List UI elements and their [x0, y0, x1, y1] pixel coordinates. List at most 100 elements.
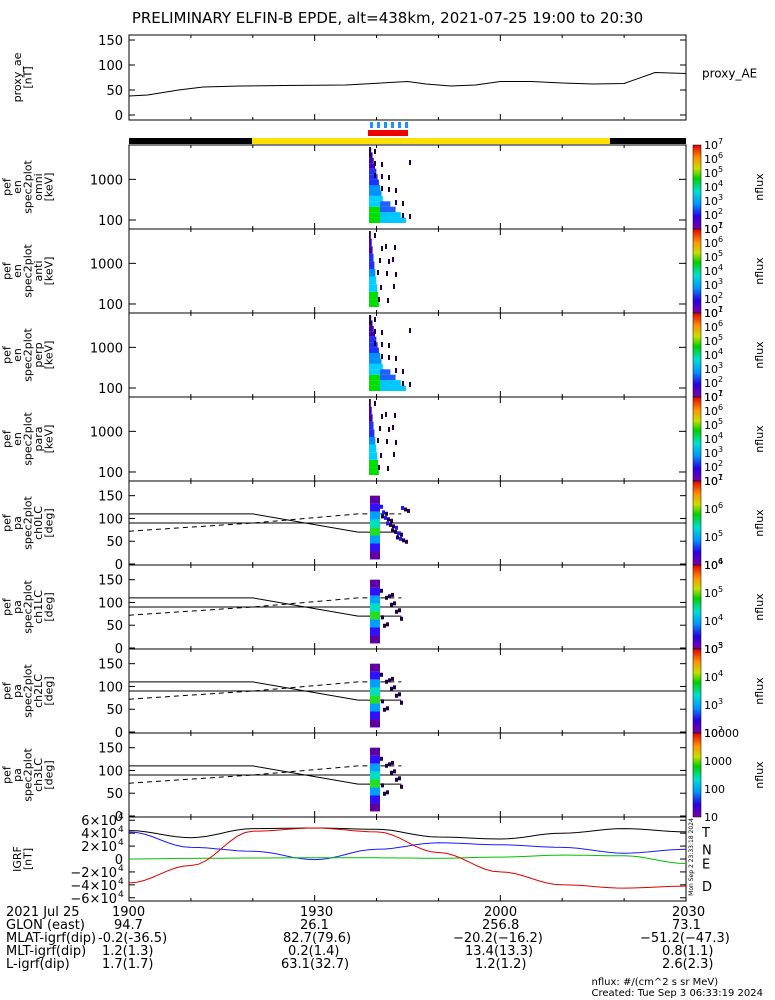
spectrogram-speck: [378, 297, 380, 302]
legend-igrf-N: N: [702, 843, 712, 858]
colorbar-tick-label: 10: [704, 587, 718, 600]
tick-value: 256.8: [482, 918, 520, 933]
pa-spectrogram-speck: [390, 686, 393, 691]
colorbar-tick-label: 10: [704, 167, 718, 180]
y-axis-label-line: elb: [0, 683, 3, 700]
colorbar-tick-label: 10: [704, 181, 718, 194]
colorbar-tick-exponent: 2: [718, 291, 723, 300]
pa-spectrogram-cell: [370, 747, 380, 756]
legend-igrf-D: D: [702, 880, 712, 895]
pa-spectrogram-speck: [400, 616, 403, 621]
pa-spectrogram-speck: [405, 539, 408, 544]
spectrogram-speck: [377, 270, 379, 275]
spectrogram-speck: [394, 413, 396, 418]
row-label-mlat: MLAT-igrf(dip): [6, 931, 97, 946]
spectrogram-cell: [369, 399, 371, 407]
y-axis-label-line: ch1LC: [32, 590, 45, 624]
spectrogram-cell: [380, 212, 401, 218]
y-tick-label: 100: [98, 59, 123, 74]
colorbar-tick-exponent: 1: [718, 473, 723, 482]
y-axis-label-line: pa: [11, 768, 24, 782]
colorbar-tick-label: 10: [704, 615, 718, 628]
colorbar-tick-label: 10: [704, 195, 718, 208]
pa-spectrogram-cell: [370, 611, 380, 620]
footer: nflux: #/(cm^2 s sr MeV) Created: Tue Se…: [592, 977, 764, 999]
pa-spectrogram-speck: [388, 594, 391, 599]
pa-spectrogram-speck: [381, 615, 384, 620]
colorbar-tick-exponent: 3: [718, 641, 723, 650]
spectrogram-speck: [395, 200, 397, 205]
pa-spectrogram-speck: [391, 760, 394, 765]
colorbar-tick-exponent: 5: [718, 641, 723, 650]
pa-spectrogram-speck: [400, 784, 403, 789]
pa-spectrogram-speck: [388, 762, 391, 767]
pa-spectrogram-speck: [381, 699, 384, 704]
y-tick-exponent: 4: [118, 838, 124, 848]
spectrogram-cell: [369, 276, 377, 285]
y-tick-label: −6×10: [70, 892, 117, 907]
row-label-date: 2021 Jul 25: [6, 905, 80, 920]
colorbar-tick-exponent: 1: [718, 221, 723, 230]
panel-frame: [128, 34, 687, 121]
spectrogram-speck: [374, 149, 376, 154]
pa-spectrogram-cell: [370, 803, 380, 812]
pa-spectrogram-speck: [380, 672, 383, 677]
colorbar-tick-exponent: 5: [718, 165, 723, 174]
colorbar-tick-exponent: 4: [718, 347, 723, 356]
spectrogram-cell: [369, 437, 376, 445]
spectrogram-cell: [369, 284, 378, 292]
y-axis-label-line: pef: [0, 429, 13, 448]
pa-spectrogram-cell: [370, 627, 380, 636]
y-tick-label: 0: [115, 558, 123, 573]
y-tick-label: 4×10: [81, 827, 117, 842]
pa-spectrogram-speck: [385, 763, 388, 768]
y-axis-label-line: omni: [32, 173, 45, 200]
spectrogram-cell: [369, 201, 385, 207]
row-label-l: L-igrf(dip): [6, 957, 70, 972]
y-tick-label: 2×10: [81, 840, 117, 855]
colorbar-tick-exponent: 4: [718, 613, 723, 622]
spectrogram-cell: [369, 363, 383, 370]
colorbar-tick-label: 10: [704, 699, 718, 712]
panel-frame: [128, 312, 687, 398]
tick-time: 1900: [112, 905, 146, 920]
pa-spectrogram-speck: [386, 706, 389, 711]
colorbar-tick-label: 10: [704, 223, 718, 236]
colorbar-tick-exponent: 7: [718, 137, 723, 146]
spectrogram-speck: [381, 414, 383, 419]
pa-spectrogram-speck: [402, 538, 405, 543]
science-zone-tick: [391, 122, 394, 128]
y-axis-label-line: spec2plot: [21, 412, 34, 466]
spectrogram-speck: [378, 465, 380, 470]
y-axis-label-line: en: [11, 432, 24, 446]
panel-frame: [128, 228, 687, 314]
colorbar-tick-label: 100: [704, 783, 725, 796]
colorbar-tick-label: 10: [704, 321, 718, 334]
y-axis-label-line: pa: [11, 684, 24, 698]
y-tick-label: 0: [115, 109, 123, 124]
y-axis-label-line: perp: [32, 342, 45, 367]
science-zone-tick: [377, 122, 380, 128]
spectrogram-speck: [402, 213, 404, 218]
pa-spectrogram-speck: [389, 522, 392, 527]
colorbar-tick-exponent: 2: [718, 459, 723, 468]
pa-spectrogram-speck: [395, 693, 398, 698]
pa-spectrogram-speck: [382, 510, 385, 515]
y-tick-label: 100: [98, 382, 123, 397]
tick-time: 2030: [672, 905, 706, 920]
y-axis-label-line: spec2plot: [21, 496, 34, 550]
tick-value: −51.2(−47.3): [640, 931, 730, 946]
colorbar-tick-label: 10: [704, 475, 718, 488]
spectrogram-cell: [369, 291, 378, 300]
colorbar-tick-exponent: 2: [718, 725, 723, 734]
y-tick-label: 150: [98, 34, 123, 49]
pa-spectrogram-cell: [370, 595, 380, 604]
spectrogram-speck: [409, 382, 411, 387]
spectrogram-speck: [395, 356, 397, 361]
y-axis-label-line: pef: [0, 345, 13, 364]
tick-value: 94.7: [114, 918, 143, 933]
colorbar-tick-label: 10: [704, 559, 718, 572]
science-zone-tick: [384, 122, 387, 128]
spectrogram-speck: [395, 272, 397, 277]
